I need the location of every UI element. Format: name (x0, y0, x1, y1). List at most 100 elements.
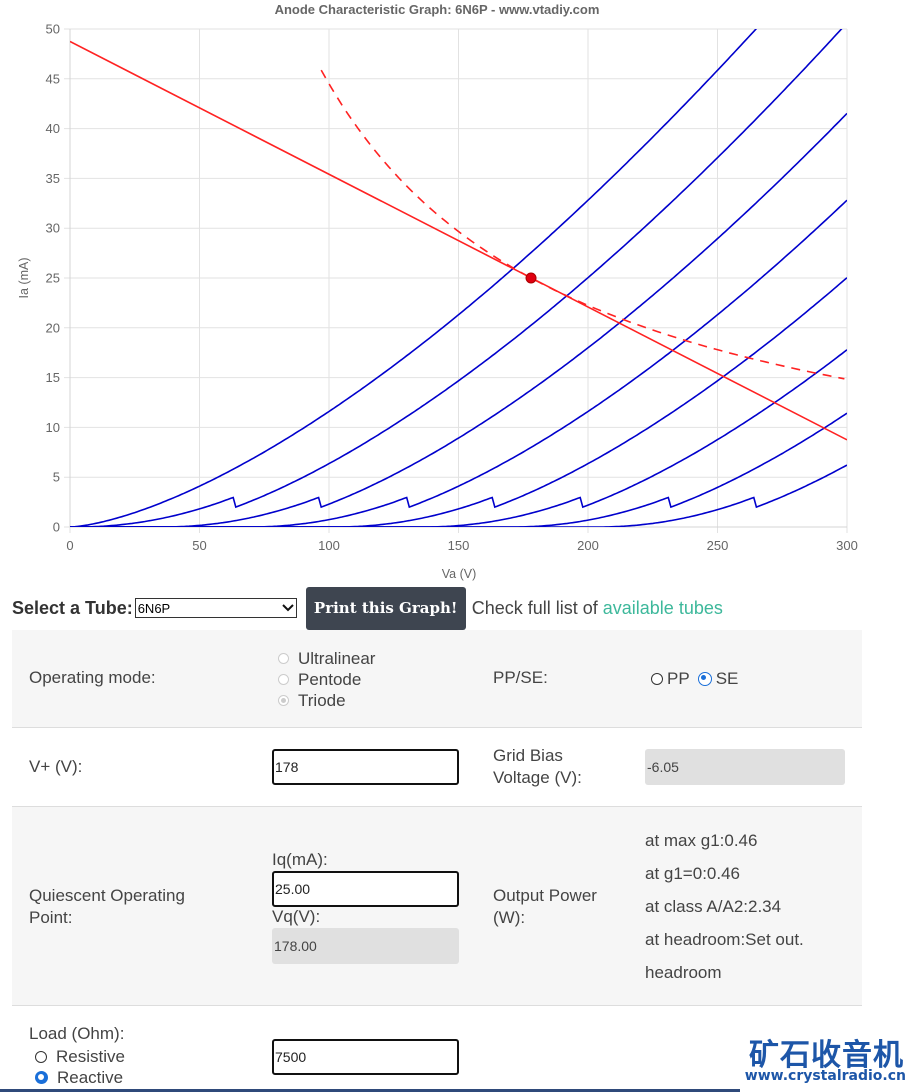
vplus-row: V+ (V): 178 Grid Bias Voltage (V): -6.05 (12, 728, 862, 807)
chevron-down-icon (281, 604, 294, 612)
y-tick-label: 45 (46, 71, 60, 86)
operating-mode-row: Operating mode: Ultralinear Pentode Trio… (12, 630, 862, 728)
y-tick-label: 50 (46, 22, 60, 37)
x-tick-label: 300 (836, 538, 858, 553)
pentode-label: Pentode (298, 669, 362, 689)
operating-mode-label: Operating mode: (29, 668, 156, 687)
pp-label: PP (667, 669, 690, 688)
x-tick-label: 100 (318, 538, 340, 553)
bottom-scroll-bar (0, 1089, 740, 1092)
max-dissipation-curve (320, 69, 845, 380)
se-label: SE (715, 669, 739, 688)
watermark-cn-text: 矿石收音机 (749, 1038, 904, 1073)
se-radio[interactable] (697, 672, 712, 686)
grid-bias-label: Grid Bias Voltage (V): (493, 745, 582, 789)
tube-curve-7 (70, 464, 847, 527)
vq-field: 178.00 (272, 928, 459, 964)
output-power-label: Output Power (W): (493, 885, 597, 929)
ultralinear-label: Ultralinear (298, 648, 376, 668)
y-axis-ticks: 0 5 10 15 20 25 30 35 40 45 50 (46, 22, 60, 535)
pp-radio[interactable] (651, 673, 663, 685)
x-tick-label: 50 (192, 538, 206, 553)
tube-parameters-form: Operating mode: Ultralinear Pentode Trio… (12, 630, 862, 1092)
x-axis-label: Va (V) (442, 567, 477, 581)
ppse-label: PP/SE: (493, 668, 548, 687)
anode-characteristic-chart: Anode Characteristic Graph: 6N6P - www.v… (17, 2, 858, 581)
y-tick-label: 15 (46, 370, 60, 385)
resistive-label: Resistive (56, 1046, 125, 1066)
load-resistive-option[interactable]: Resistive (35, 1046, 125, 1067)
y-tick-label: 30 (46, 221, 60, 236)
power-class-a: at class A/A2:2.34 (645, 897, 782, 916)
reactive-label: Reactive (57, 1067, 124, 1087)
quiescent-row: Quiescent Operating Point: Iq(mA): 25.00 … (12, 807, 862, 1006)
ultralinear-radio[interactable] (278, 653, 289, 664)
y-axis-label: Ia (mA) (17, 258, 31, 299)
load-reactive-option[interactable]: Reactive (35, 1067, 125, 1088)
tube-curve-1 (70, 29, 843, 527)
triode-label: Triode (298, 690, 346, 710)
tube-curve-0 (70, 29, 758, 527)
tube-selector-row: Select a Tube: 6N6P Print this Graph! Ch… (12, 586, 723, 630)
tube-curves (70, 29, 847, 527)
reactive-radio[interactable] (35, 1071, 48, 1084)
output-power-label-line1: Output Power (493, 886, 597, 905)
vplus-input[interactable]: 178 (272, 749, 459, 785)
vplus-label: V+ (V): (29, 757, 83, 776)
tube-select[interactable]: 6N6P (134, 598, 297, 618)
tube-curve-5 (70, 349, 847, 527)
operating-point-marker (525, 272, 537, 284)
x-tick-label: 150 (448, 538, 470, 553)
ppse-options: PP SE (651, 669, 738, 689)
tube-select-value: 6N6P (137, 600, 171, 616)
x-tick-label: 250 (707, 538, 729, 553)
load-lines (70, 40, 847, 441)
power-g1-zero: at g1=0:0.46 (645, 864, 741, 883)
load-input[interactable]: 7500 (272, 1039, 459, 1075)
output-power-label-line2: (W): (493, 908, 526, 927)
output-power-values: at max g1:0.46 at g1=0:0.46 at class A/A… (645, 824, 804, 989)
watermark-url: www.crystalradio.cn (744, 1068, 906, 1084)
y-tick-label: 25 (46, 271, 60, 286)
iq-label: Iq(mA): (272, 850, 328, 869)
y-tick-label: 40 (46, 121, 60, 136)
power-headroom: at headroom:Set out. (645, 930, 804, 949)
y-tick-label: 5 (53, 470, 60, 485)
y-tick-label: 20 (46, 320, 60, 335)
operating-mode-options: Ultralinear Pentode Triode (278, 648, 375, 711)
tube-curve-3 (70, 199, 847, 527)
chart-title: Anode Characteristic Graph: 6N6P - www.v… (275, 2, 600, 17)
y-tick-label: 35 (46, 171, 60, 186)
x-tick-label: 200 (577, 538, 599, 553)
check-list-text: Check full list of available tubes (472, 598, 723, 619)
x-tick-label: 0 (66, 538, 73, 553)
iq-input[interactable]: 25.00 (272, 871, 459, 907)
power-headroom-cont: headroom (645, 963, 722, 982)
load-line (70, 40, 847, 441)
pentode-radio[interactable] (278, 674, 289, 685)
mode-ultralinear-option[interactable]: Ultralinear (278, 648, 375, 669)
grid-bias-label-line2: Voltage (V): (493, 768, 582, 787)
quiescent-label-line2: Point: (29, 908, 73, 927)
grid-bias-label-line1: Grid Bias (493, 746, 563, 765)
mode-triode-option[interactable]: Triode (278, 690, 375, 711)
triode-radio[interactable] (278, 695, 289, 706)
quiescent-label-line1: Quiescent Operating (29, 886, 185, 905)
grid-bias-field: -6.05 (645, 749, 845, 785)
chart-grid (64, 28, 848, 533)
check-list-prefix: Check full list of (471, 597, 598, 618)
resistive-radio[interactable] (35, 1050, 47, 1063)
load-label: Load (Ohm): (29, 1024, 125, 1043)
vq-label: Vq(V): (272, 907, 321, 926)
mode-pentode-option[interactable]: Pentode (278, 669, 375, 690)
load-type-options: Resistive Reactive (35, 1046, 125, 1088)
tube-curve-2 (70, 112, 847, 527)
x-axis-ticks: 0 50 100 150 200 250 300 (66, 538, 857, 553)
select-tube-label: Select a Tube: (12, 597, 133, 618)
available-tubes-link[interactable]: available tubes (602, 597, 723, 618)
load-row: Load (Ohm): Resistive Reactive 7500 (12, 1006, 862, 1092)
tube-curve-6 (70, 412, 847, 527)
print-graph-button[interactable]: Print this Graph! (305, 586, 466, 630)
watermark-logo: 矿石收音机 www.crystalradio.cn (744, 1030, 912, 1092)
power-max-g1: at max g1:0.46 (645, 831, 758, 850)
